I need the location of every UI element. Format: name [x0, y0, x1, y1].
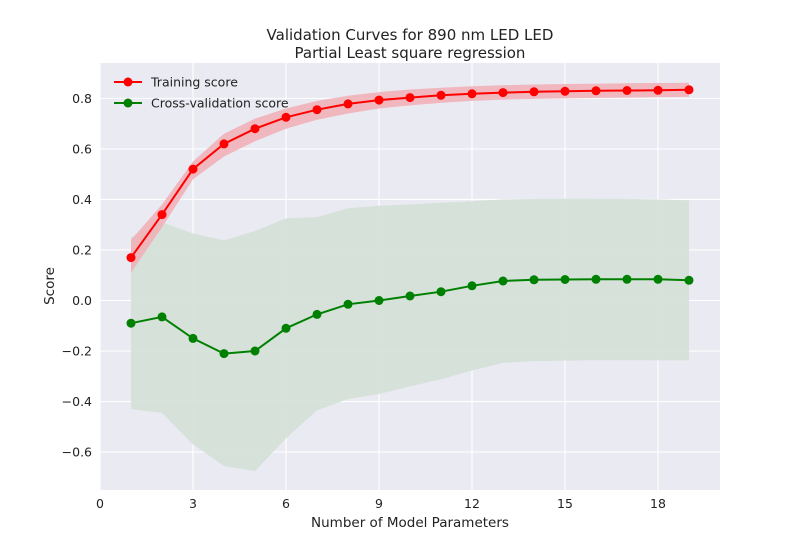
legend: Training score Cross-validation score: [114, 75, 289, 111]
x-tick-label: 15: [557, 496, 573, 511]
point-cross-validation: [498, 276, 508, 286]
y-tick-label: −0.6: [62, 445, 92, 460]
point-cross-validation: [653, 274, 663, 284]
point-cross-validation: [467, 281, 477, 291]
point-cross-validation: [684, 275, 694, 285]
series-points: [126, 85, 694, 359]
legend-label-training: Training score: [150, 75, 238, 90]
legend-marker-training: [123, 77, 133, 87]
legend-label-cv: Cross-validation score: [151, 96, 289, 111]
confidence-bands: [131, 82, 689, 472]
y-tick-label: 0.4: [72, 192, 92, 207]
point-training: [591, 86, 601, 96]
point-training: [188, 164, 198, 174]
point-training: [157, 210, 167, 220]
point-training: [684, 85, 694, 95]
point-cross-validation: [591, 274, 601, 284]
chart-title-line-1: Validation Curves for 890 nm LED LED: [267, 26, 554, 44]
point-cross-validation: [188, 333, 198, 343]
point-training: [405, 93, 415, 103]
point-cross-validation: [622, 274, 632, 284]
x-tick-label: 6: [282, 496, 290, 511]
y-tick-label: 0.0: [72, 293, 92, 308]
point-cross-validation: [374, 296, 384, 305]
point-cross-validation: [436, 287, 446, 297]
point-training: [374, 95, 384, 105]
point-training: [436, 90, 446, 100]
x-tick-label: 0: [96, 496, 104, 511]
chart-title-line-2: Partial Least square regression: [295, 44, 526, 62]
y-axis-label: Score: [42, 267, 58, 305]
point-training: [126, 253, 136, 263]
point-training: [467, 89, 477, 99]
point-training: [529, 87, 539, 97]
point-cross-validation: [560, 275, 570, 284]
point-training: [622, 86, 632, 95]
y-axis-ticks: −0.6 −0.4 −0.2 0.0 0.2 0.4 0.6 0.8: [62, 91, 92, 460]
x-tick-label: 3: [189, 496, 197, 511]
point-cross-validation: [405, 291, 415, 301]
y-tick-label: 0.6: [72, 141, 92, 156]
x-axis-ticks: 0 3 6 9 12 15 18: [96, 496, 666, 511]
point-cross-validation: [281, 323, 291, 333]
y-tick-label: 0.8: [72, 91, 92, 106]
point-training: [653, 85, 663, 95]
point-training: [281, 112, 291, 122]
point-cross-validation: [312, 309, 322, 319]
point-training: [312, 105, 322, 115]
x-tick-label: 9: [375, 496, 383, 511]
point-cross-validation: [157, 312, 167, 322]
legend-marker-cv: [123, 98, 133, 108]
point-training: [560, 86, 570, 96]
band-cross-validation: [131, 198, 689, 472]
x-tick-label: 12: [464, 496, 480, 511]
point-cross-validation: [126, 318, 136, 328]
point-cross-validation: [250, 346, 260, 356]
point-cross-validation: [343, 299, 353, 309]
point-training: [219, 139, 229, 149]
point-cross-validation: [529, 275, 539, 285]
point-training: [498, 88, 508, 98]
y-tick-label: −0.4: [62, 394, 92, 409]
y-tick-label: 0.2: [72, 242, 92, 257]
x-axis-label: Number of Model Parameters: [311, 515, 509, 531]
point-cross-validation: [219, 349, 229, 359]
band-training: [131, 82, 689, 273]
y-tick-label: −0.2: [62, 344, 92, 359]
point-training: [250, 124, 260, 134]
x-tick-label: 18: [650, 496, 666, 511]
point-training: [343, 99, 353, 109]
